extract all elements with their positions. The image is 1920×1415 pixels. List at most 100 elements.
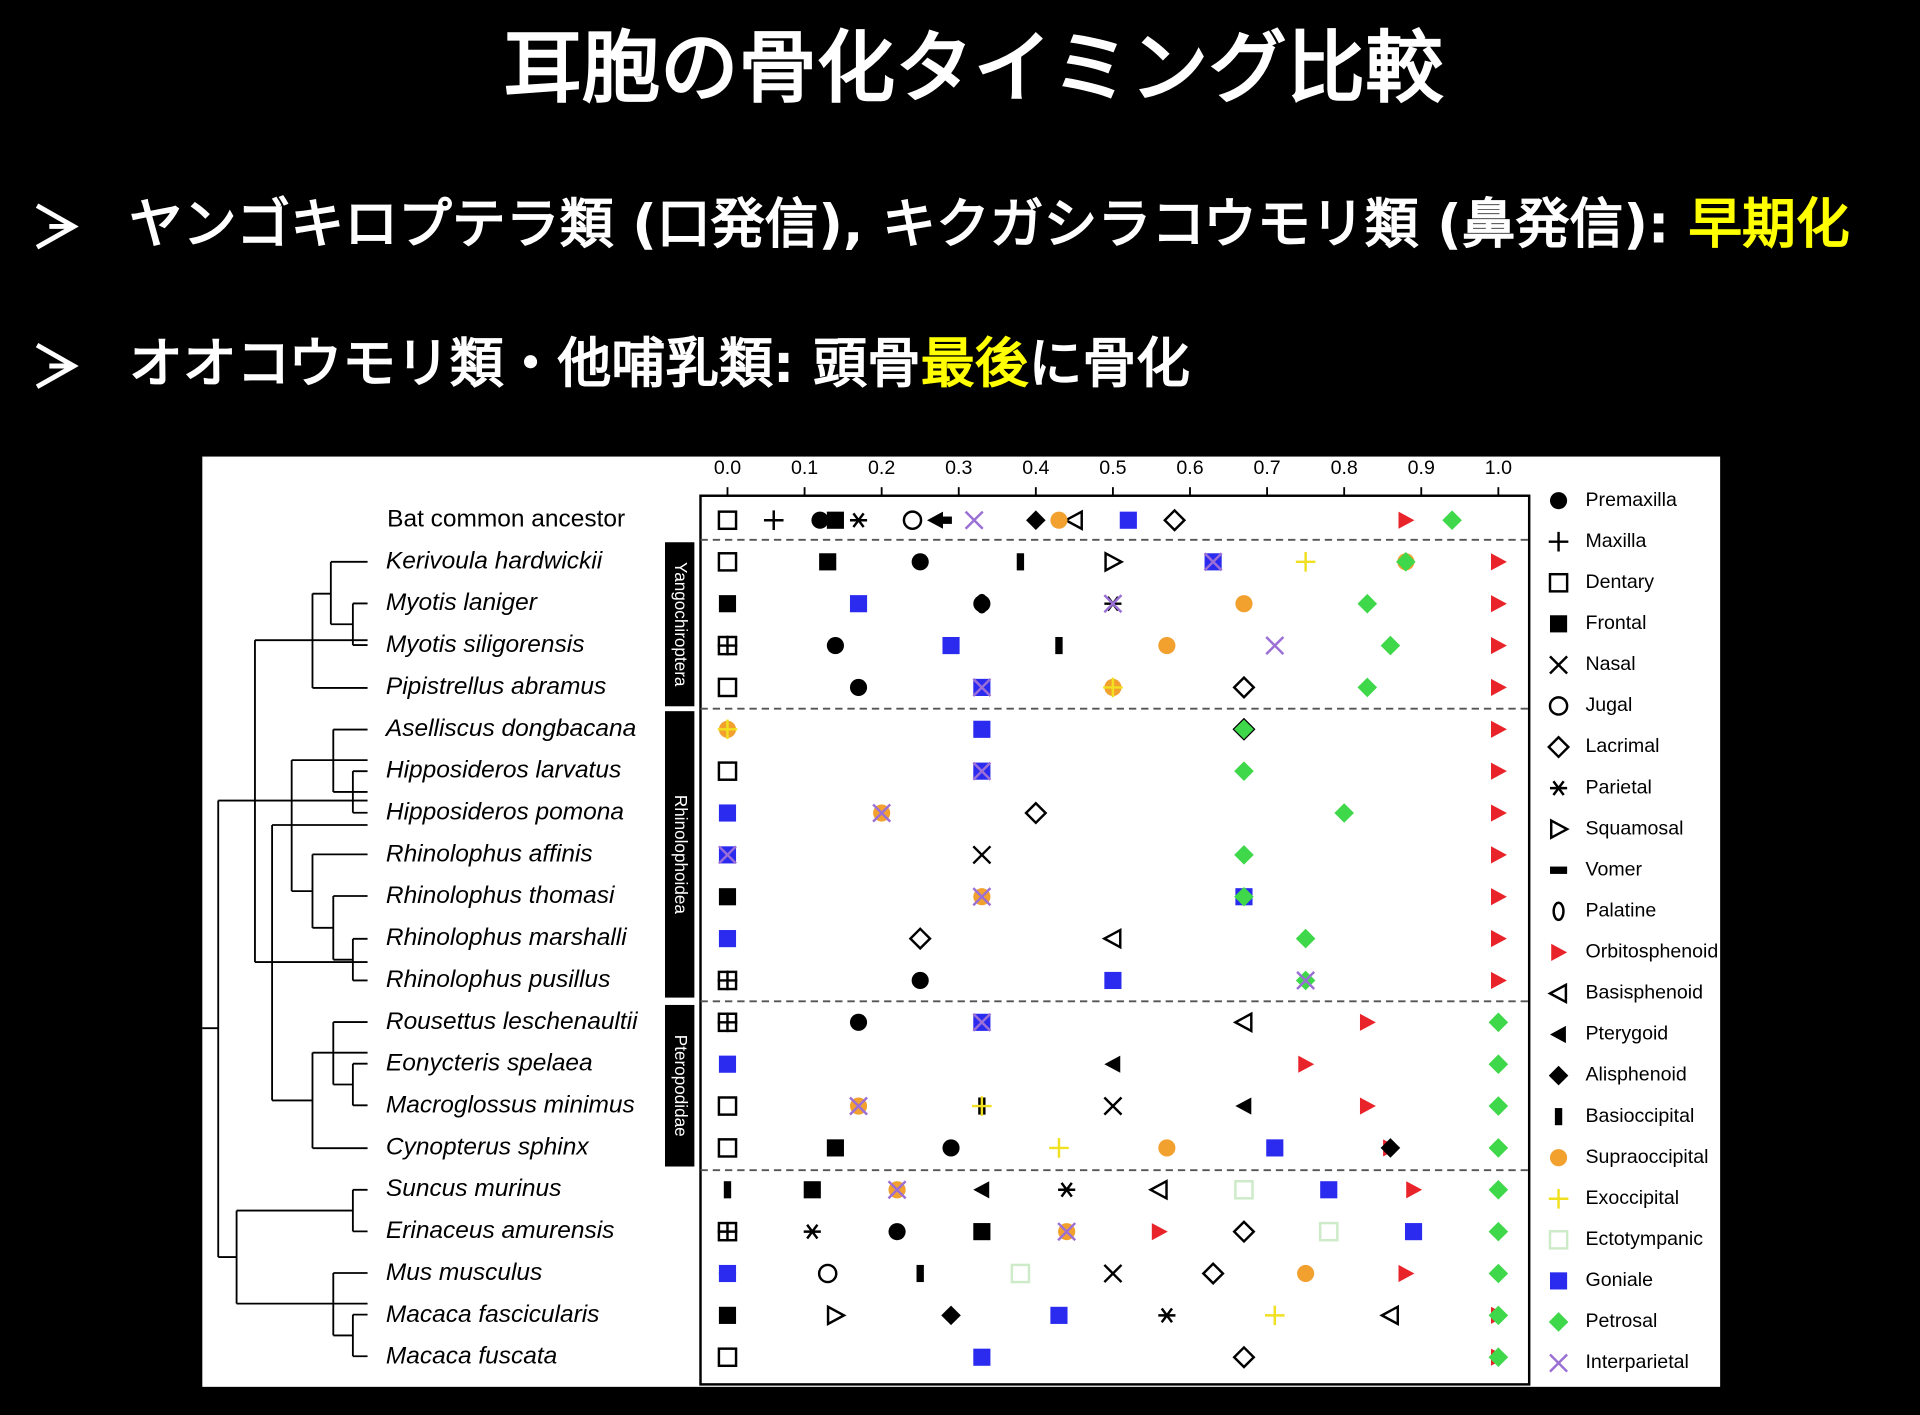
marker-shape: [916, 1264, 924, 1283]
marker-shape: [1488, 1347, 1509, 1368]
marker-shape: [1548, 572, 1569, 593]
marker-shape: [1379, 1304, 1399, 1326]
legend-label: Lacrimal: [1585, 735, 1659, 757]
marker-shape: [718, 1264, 737, 1283]
marker-shape: [1101, 927, 1122, 950]
ossification-marker: [1266, 1139, 1284, 1157]
ossification-marker: [1488, 1305, 1509, 1326]
marker-shape: [826, 636, 844, 655]
ossification-marker: [1297, 1264, 1315, 1283]
ossification-marker: [1232, 1345, 1256, 1369]
ossification-marker: [1491, 595, 1507, 613]
marker-shape: [1549, 818, 1570, 840]
marker-shape: [717, 1012, 738, 1033]
marker-shape: [1265, 1305, 1285, 1326]
ossification-marker: [1058, 1182, 1076, 1198]
legend-label: Squamosal: [1585, 817, 1683, 839]
bullet-highlight: 最後: [921, 332, 1030, 395]
marker-shape: [718, 930, 737, 948]
marker-shape: [1359, 1013, 1376, 1031]
species-label: Myotis laniger: [386, 589, 538, 616]
species-label: Aselliscus dongbacana: [384, 715, 636, 742]
legend-label: Orbitosphenoid: [1585, 941, 1718, 963]
ossification-marker: [1050, 511, 1068, 529]
marker-shape: [717, 677, 738, 698]
marker-shape: [717, 635, 738, 656]
ossification-marker: [1151, 1223, 1168, 1241]
ossification-marker: [1055, 636, 1063, 655]
legend-marker: [1547, 982, 1568, 1005]
ossification-marker: [718, 1306, 737, 1324]
ossification-marker: [1158, 1139, 1176, 1157]
ossification-marker: [972, 887, 992, 907]
ossification-marker: [811, 511, 829, 529]
marker-shape: [826, 1139, 844, 1157]
marker-shape: [1488, 1305, 1509, 1326]
phylogeny: [202, 560, 368, 1358]
legend-marker: [1548, 696, 1569, 716]
marker-shape: [1049, 1138, 1069, 1158]
plot-frame: [699, 494, 1531, 1386]
legend-label: Exoccipital: [1585, 1187, 1679, 1209]
legend-marker: [1548, 531, 1569, 552]
bullet-text: ヤンゴキロプテラ類 (口発信), キクガシラコウモリ類 (鼻発信):: [129, 192, 1688, 255]
ossification-marker: [718, 845, 737, 865]
marker-shape: [1491, 971, 1507, 990]
marker-shape: [717, 1347, 738, 1368]
clade-box: [665, 711, 695, 998]
marker-shape: [1359, 1097, 1376, 1115]
ossification-marker: [819, 553, 837, 571]
marker-shape: [1549, 1149, 1568, 1167]
x-tick-label: 0.1: [791, 457, 818, 479]
ossification-marker: [1404, 1223, 1423, 1241]
marker-shape: [1491, 846, 1507, 864]
ossification-marker: [1334, 803, 1354, 823]
marker-shape: [819, 553, 837, 571]
ossification-marker: [888, 1223, 906, 1241]
bullet: ヤンゴキロプテラ類 (口発信), キクガシラコウモリ類 (鼻発信): 早期化: [129, 192, 1850, 255]
ossification-marker: [1491, 888, 1507, 906]
legend-marker: [1551, 943, 1568, 961]
x-tick-label: 0.0: [714, 457, 741, 479]
ossification-marker: [1235, 1097, 1252, 1115]
marker-shape: [1406, 1181, 1423, 1199]
marker-shape: [1491, 930, 1507, 948]
marker-shape: [973, 720, 991, 738]
ossification-marker: [1049, 1138, 1069, 1158]
marker-shape: [1104, 1055, 1121, 1073]
legend-marker: [1549, 1149, 1568, 1167]
ossification-marker: [1488, 1096, 1509, 1116]
marker-shape: [1057, 1222, 1077, 1242]
species-label: Kerivoula hardwickii: [386, 547, 603, 574]
species-label: Eonycteris spelaea: [386, 1050, 593, 1077]
marker-shape: [972, 677, 992, 697]
legend-label: Jugal: [1585, 694, 1632, 716]
legend-marker: [1554, 1108, 1563, 1126]
ossification-marker: [1265, 1305, 1285, 1326]
ossification-marker: [1148, 1179, 1168, 1201]
legend-marker: [1549, 1353, 1568, 1373]
legend-marker: [1549, 492, 1568, 510]
marker-shape: [1050, 1306, 1068, 1324]
legend-label: Palatine: [1585, 899, 1656, 921]
marker-shape: [1334, 803, 1354, 823]
legend-marker: [1549, 866, 1568, 874]
ossification-marker: [1320, 1181, 1338, 1199]
marker-shape: [1103, 594, 1123, 614]
marker-shape: [1103, 1096, 1123, 1116]
slide-title: 耳胞の骨化タイミング比較: [503, 23, 1444, 114]
marker-shape: [1548, 696, 1569, 716]
x-tick-label: 1.0: [1485, 457, 1512, 479]
ossification-marker: [1158, 636, 1176, 655]
legend-marker: [1548, 1230, 1569, 1250]
marker-shape: [1491, 595, 1507, 613]
ossification-marker: [973, 1181, 990, 1199]
ossification-marker: [1103, 1264, 1123, 1283]
ancestor-label: Bat common ancestor: [387, 506, 625, 533]
species-label: Mus musculus: [386, 1259, 542, 1286]
ossification-marker: [1295, 928, 1316, 949]
ossification-marker: [717, 970, 738, 991]
ossification-marker: [972, 1096, 992, 1116]
marker-shape: [1491, 762, 1507, 780]
marker-shape: [1265, 636, 1285, 655]
